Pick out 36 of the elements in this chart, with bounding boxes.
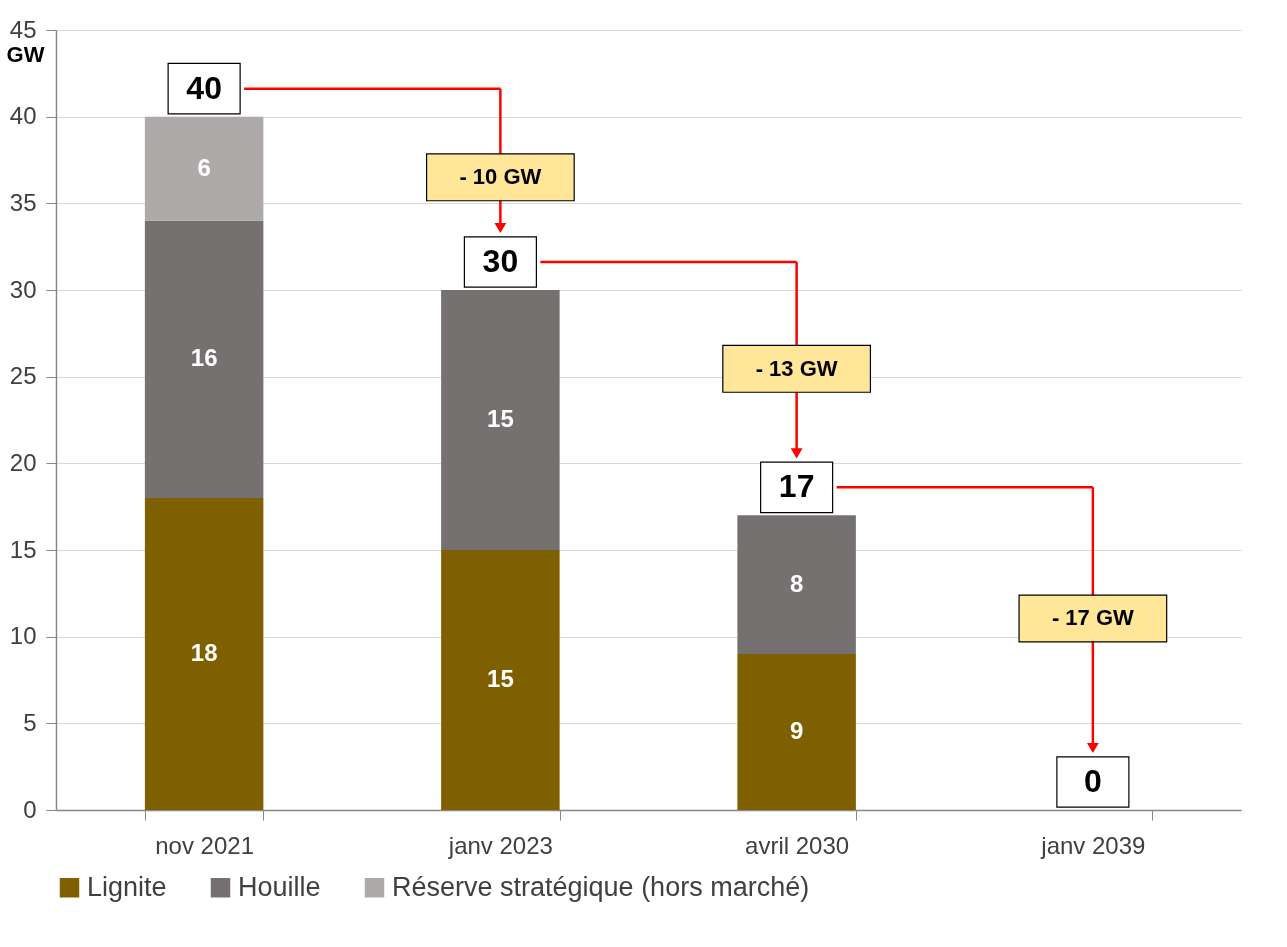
y-tick-label: 0 [23, 795, 37, 823]
data-label: 16 [190, 344, 218, 372]
bar [144, 220, 264, 498]
data-label: 15 [487, 665, 514, 692]
total-label: 40 [186, 69, 222, 106]
bar [144, 498, 264, 810]
y-tick-label: 45 [9, 15, 37, 43]
x-tick-label: janv 2039 [1040, 831, 1146, 859]
y-tick-label: 40 [9, 102, 37, 130]
data-label: 18 [190, 639, 218, 666]
data-label: 15 [487, 405, 514, 432]
total-label: 30 [482, 243, 519, 279]
legend-label: Lignite [87, 871, 167, 902]
annotation: - 10 GW [459, 164, 542, 190]
data-label: 8 [789, 569, 804, 597]
y-axis-title: GW [6, 41, 45, 67]
annotation: - 13 GW [755, 355, 838, 381]
bar [441, 550, 560, 810]
x-tick-label: nov 2021 [155, 831, 255, 859]
legend-label: Réserve stratégique (hors marché) [392, 871, 810, 902]
x-tick-label: janv 2023 [447, 831, 553, 859]
bar [737, 654, 856, 810]
text: 0 [1083, 763, 1102, 799]
y-tick-label: 30 [9, 275, 37, 303]
y-tick-label: 20 [9, 448, 37, 476]
data-label: 9 [789, 717, 804, 744]
total-label: 17 [778, 468, 815, 505]
y-tick-label: 35 [9, 188, 37, 216]
legend-label: Houille [238, 871, 321, 902]
y-tick-label: 15 [9, 535, 37, 563]
x-tick-label: avril 2030 [745, 831, 850, 859]
y-tick-label: 10 [9, 622, 37, 650]
y-tick-label: 5 [23, 708, 37, 736]
y-tick-label: 25 [9, 362, 37, 390]
annotation: - 17 GW [1051, 605, 1135, 631]
data-label: 6 [197, 153, 211, 181]
